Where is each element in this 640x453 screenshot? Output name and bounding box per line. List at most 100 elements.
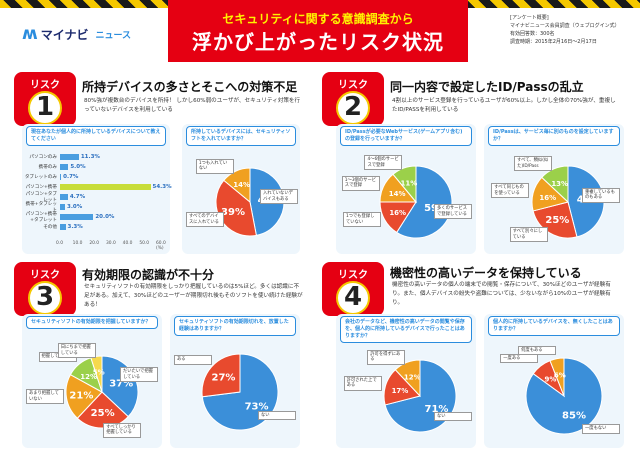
- pie-percent-label: 71%: [425, 404, 449, 415]
- risk-badge-1: リスク 1: [14, 72, 76, 126]
- pie-percent-label: 12%: [404, 374, 421, 382]
- pie-category-label: すべて同じものを使っている: [491, 183, 530, 199]
- risk-label: リスク: [338, 270, 368, 281]
- pie-percent-label: 17%: [392, 387, 409, 395]
- pie-slice: [76, 391, 129, 429]
- risk-number: 2: [336, 91, 370, 125]
- survey-line: [アンケート概要]: [510, 15, 549, 21]
- bar-category-label: タブレットのみ: [24, 175, 57, 180]
- risk-label: リスク: [338, 80, 368, 91]
- risk-3-title: 有効期限の認識が不十分: [82, 268, 215, 282]
- pie-percent-label: 5%: [93, 368, 105, 376]
- pie-percent-label: 16%: [389, 209, 406, 217]
- pie-category-label: 入れていないデバイスもある: [260, 189, 298, 205]
- pie-slice: [394, 359, 421, 398]
- pie-category-label: 4～6個のサービスで登録: [364, 155, 403, 171]
- pie-category-label: 1～3個のサービスで登録: [341, 175, 380, 191]
- bar-row: 携帯のみ 5.0%: [22, 162, 172, 172]
- bar-value-label: 5.0%: [70, 164, 86, 170]
- bar-category-label: その他: [43, 225, 57, 230]
- pie-percent-label: 37%: [109, 379, 133, 390]
- pie-slice: [541, 165, 569, 204]
- risk-label: リスク: [30, 80, 60, 91]
- logo-sub: ニュース: [95, 30, 132, 41]
- bar-category-label: パソコン+携帯: [25, 185, 57, 190]
- question-2a: ID/Passが必要なWebサービス(ゲームアプリ含む)の登録を行っていますか？: [340, 126, 472, 146]
- risk-number: 4: [336, 281, 370, 315]
- bar-row: パソコンのみ 11.3%: [22, 152, 172, 162]
- question-1a: 現在あなたが個人的に所持しているデバイスについて教えてください: [26, 126, 166, 146]
- bar: [60, 154, 79, 160]
- risk-2-desc: 4割以上のサービス登録を行っているユーザが60%以上。しかし全体の70%強が、重…: [392, 98, 616, 113]
- pie-percent-label: 25%: [545, 215, 569, 226]
- bar-tick-label: 10.0: [72, 241, 83, 246]
- bar: [60, 184, 151, 190]
- bar-value-label: 4.7%: [69, 194, 86, 200]
- bar: [60, 174, 62, 180]
- survey-overview: [アンケート概要] マイナビニュース会員調査（ウェブログイン式） 有効回答数：3…: [510, 14, 635, 46]
- pie-percent-label: 27%: [211, 372, 235, 383]
- pie-category-label: あまり把握していない: [26, 389, 64, 405]
- question-1b: 所持しているデバイスには、セキュリティソフトを入れていますか？: [186, 126, 296, 146]
- bar: [60, 194, 68, 200]
- question-4b: 個人的に所持しているデバイスを、無くしたことはありますか？: [488, 316, 620, 336]
- bar-tick-label: 30.0: [106, 241, 116, 246]
- pie-slice: [532, 201, 578, 239]
- bar-tick-label: 40.0: [122, 241, 133, 246]
- bar-value-label: 54.3%: [152, 184, 172, 190]
- risk-badge-4: リスク 4: [322, 262, 384, 316]
- pie-category-label: だいたいで把握している: [120, 367, 158, 383]
- pie-percent-label: 14%: [233, 181, 250, 189]
- bar-value-label: 20.0%: [95, 214, 115, 220]
- pie-2a: 59%多くのサービスで登録している16%1つでも登録していない14%1～3個のサ…: [341, 155, 472, 239]
- bar: [60, 164, 69, 170]
- bar-category-label: パソコン+携帯+タブレット: [25, 212, 57, 223]
- pie-percent-label: 13%: [551, 180, 568, 188]
- bar-category-label: 携帯のみ: [38, 165, 57, 170]
- bar-row: パソコン+携帯+タブレット 20.0%: [22, 212, 172, 223]
- bar-row: パソコン+携帯 54.3%: [22, 182, 172, 192]
- pie-percent-label: 25%: [91, 408, 115, 419]
- pie-percent-label: 85%: [562, 411, 586, 422]
- pie-percent-label: 16%: [539, 194, 556, 202]
- pie-slice: [392, 165, 417, 204]
- pie-slice: [549, 357, 565, 397]
- bar-tick-label: 0.0: [56, 241, 63, 246]
- pie-category-label: 1つでも登録していない: [342, 212, 381, 228]
- title-banner: [168, 0, 468, 62]
- pie-4a: 71%ない 17% 許可された上である 12% 許可を得ずにある: [343, 349, 472, 433]
- bar-row: 携帯+タブレット 3.0%: [22, 202, 172, 213]
- risk-number: 3: [28, 281, 62, 315]
- risk-4-title: 機密性の高いデータを保持している: [390, 266, 582, 280]
- bar-value-label: 3.0%: [67, 204, 83, 210]
- bar-tick-label: 20.0: [89, 241, 100, 246]
- bar-x-axis: 0.0 10.0 20.0 30.0 40.0 50.0 60.0 (%): [56, 241, 172, 251]
- pie-slice: [65, 373, 103, 419]
- pie-slice: [223, 167, 251, 204]
- question-2b: ID/Passは、サービス毎に別のものを設定していますか？: [488, 126, 620, 146]
- risk-badge-3: リスク 3: [14, 262, 76, 316]
- pie-category-label: すべて別々にしている: [509, 227, 548, 243]
- risk-badge-2: リスク 2: [322, 72, 384, 126]
- pie-percent-label: 21%: [69, 390, 93, 401]
- pie-percent-label: 9%: [545, 376, 557, 384]
- logo-text: マイナビ: [40, 27, 89, 42]
- pie-3a: 37%だいたいで把握している 25% すべてしっかり把握している 21% あまり把握して…: [26, 343, 158, 438]
- pie-category-label: ない: [258, 410, 296, 421]
- pie-category-label: ある: [174, 355, 212, 365]
- bar-category-label: パソコン+タブレット: [25, 192, 57, 203]
- risk-3-desc: セキュリティソフトの有効期限をしっかり把握しているのは5%ほど。多くは認識に不足…: [84, 284, 303, 308]
- pie-3b: 73%ない 27% ある: [174, 353, 296, 431]
- bar-row: その他 3.3%: [22, 222, 172, 232]
- bar-value-label: 11.3%: [80, 154, 100, 160]
- pie-slice: [201, 353, 241, 398]
- bar-tick-label: 50.0: [139, 241, 150, 246]
- pie-percent-label: 14%: [389, 190, 406, 198]
- pie-percent-label: 11%: [401, 179, 418, 187]
- risk-4-desc: 機密性の高いデータの個人の端末での閲覧・保存について、30%ほどのユーザが経験有…: [392, 282, 611, 306]
- pie-percent-label: 6%: [554, 371, 566, 379]
- bar-row: タブレットのみ 0.7%: [22, 172, 172, 182]
- pie-category-label: 重複しているものもある: [582, 187, 620, 203]
- logo[interactable]: ʍ マイナビ ニュース: [22, 24, 131, 44]
- question-3b: セキュリティソフトの有効期限切れを、放置した経験はありますか？: [174, 316, 296, 336]
